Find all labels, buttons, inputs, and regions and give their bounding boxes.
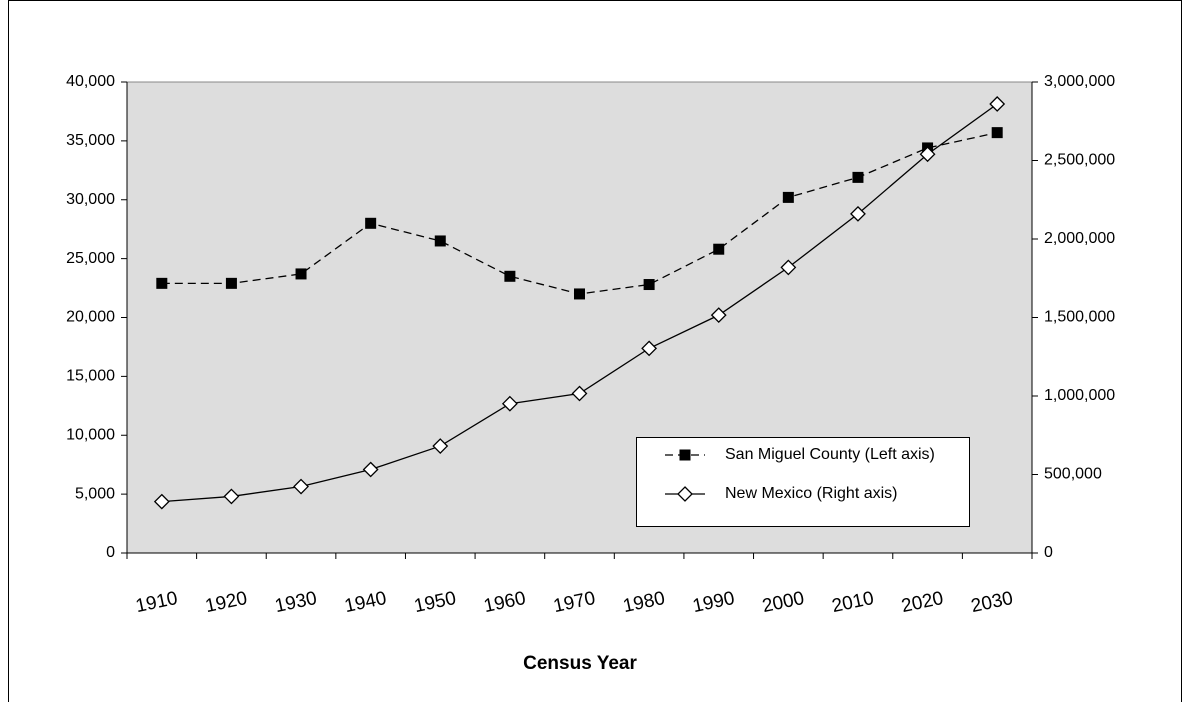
marker — [713, 243, 725, 255]
x-tick-label: 1950 — [412, 588, 458, 617]
x-tick-label: 2000 — [760, 588, 806, 617]
x-axis-title: Census Year — [523, 653, 637, 674]
x-tick-label: 1990 — [691, 588, 737, 617]
y-tick-label: 30,000 — [66, 191, 115, 208]
y2-tick-label: 1,500,000 — [1044, 309, 1115, 326]
marker — [295, 268, 307, 280]
marker — [919, 146, 936, 163]
x-tick-label: 2020 — [900, 588, 946, 617]
y-tick-label: 15,000 — [66, 368, 115, 385]
marker — [362, 461, 379, 478]
y-tick-label: 10,000 — [66, 426, 115, 443]
legend-label: San Miguel County (Left axis) — [725, 446, 935, 463]
y-tick-label: 25,000 — [66, 250, 115, 267]
x-tick-label: 2010 — [830, 588, 876, 617]
y-tick-label: 0 — [106, 544, 115, 561]
x-tick-label: 1980 — [621, 588, 667, 617]
x-tick-label: 1960 — [482, 588, 528, 617]
marker — [501, 395, 518, 412]
x-tick-label: 1930 — [273, 588, 319, 617]
legend-item: San Miguel County (Left axis) — [637, 446, 965, 464]
y-tick-label: 35,000 — [66, 132, 115, 149]
y-tick-label: 20,000 — [66, 309, 115, 326]
y2-tick-label: 3,000,000 — [1044, 73, 1115, 90]
x-tick-label: 2030 — [969, 588, 1015, 617]
marker — [780, 259, 797, 276]
marker — [153, 493, 170, 510]
marker — [432, 438, 449, 454]
y2-tick-label: 0 — [1044, 544, 1053, 561]
marker — [223, 488, 240, 505]
x-tick-label: 1970 — [552, 588, 598, 617]
marker — [156, 277, 168, 289]
x-tick-label: 1920 — [203, 588, 249, 617]
marker — [991, 127, 1003, 139]
marker — [677, 486, 693, 502]
marker — [571, 385, 588, 402]
legend-label: New Mexico (Right axis) — [725, 485, 898, 502]
marker — [679, 449, 691, 461]
x-tick-label: 1910 — [134, 588, 180, 617]
y-tick-label: 40,000 — [66, 73, 115, 90]
marker — [852, 171, 864, 183]
frame — [8, 0, 1182, 702]
marker — [365, 217, 377, 229]
legend-swatch — [665, 449, 705, 461]
marker — [293, 478, 309, 495]
marker — [782, 191, 794, 203]
marker — [989, 96, 1006, 112]
x-tick-label: 1940 — [343, 588, 389, 617]
marker — [643, 279, 655, 291]
marker — [641, 340, 658, 357]
marker — [225, 277, 237, 289]
y2-tick-label: 1,000,000 — [1044, 387, 1115, 404]
legend: San Miguel County (Left axis) New Mexico … — [636, 437, 970, 527]
marker — [710, 307, 727, 324]
legend-swatch — [665, 486, 705, 502]
legend-item: New Mexico (Right axis) — [637, 485, 965, 503]
marker — [574, 288, 585, 300]
marker — [504, 270, 516, 282]
marker — [850, 205, 866, 222]
y-tick-label: 5,000 — [75, 485, 115, 502]
y2-tick-label: 500,000 — [1044, 466, 1102, 483]
marker — [434, 235, 446, 247]
y2-tick-label: 2,000,000 — [1044, 230, 1115, 247]
y2-tick-label: 2,500,000 — [1044, 152, 1115, 169]
